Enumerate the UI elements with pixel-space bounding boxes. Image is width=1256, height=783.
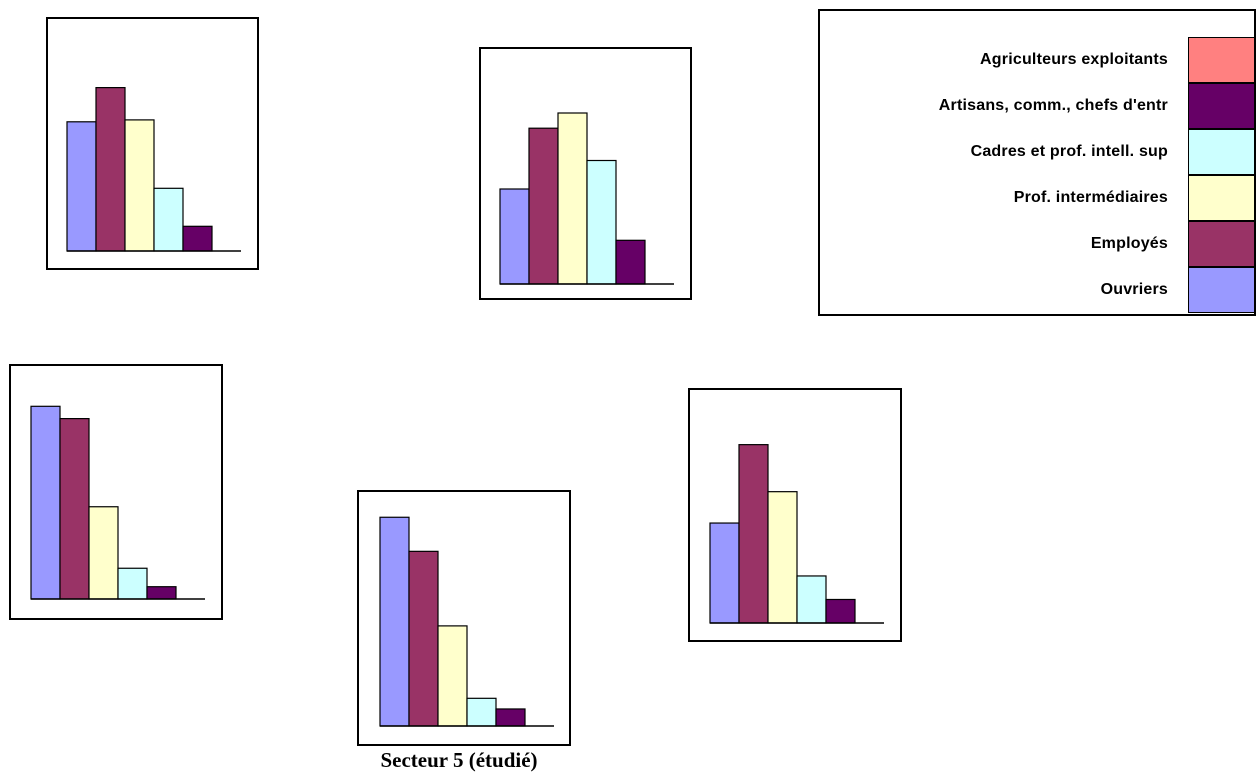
- bar-ouvriers: [499, 188, 530, 285]
- legend-item-prof-inter: Prof. intermédiaires: [820, 175, 1254, 221]
- legend-item-agriculteurs: Agriculteurs exploitants: [820, 37, 1254, 83]
- bar-artisans: [495, 708, 526, 727]
- bar-prof_inter: [88, 506, 119, 600]
- bar-prof_inter: [767, 491, 798, 624]
- legend-label: Cadres et prof. intell. sup: [970, 143, 1168, 160]
- chart-svg-1: [66, 86, 241, 252]
- chart-panel-4: [357, 490, 571, 746]
- legend-swatch: [1188, 221, 1254, 267]
- bar-ouvriers: [30, 405, 61, 600]
- bar-prof_inter: [557, 112, 588, 285]
- bar-cadres: [117, 567, 148, 600]
- legend-item-cadres: Cadres et prof. intell. sup: [820, 129, 1254, 175]
- bar-cadres: [586, 159, 617, 285]
- legend-swatch: [1188, 175, 1254, 221]
- chart-svg-2: [499, 112, 674, 285]
- bar-artisans: [146, 586, 177, 600]
- bar-prof_inter: [437, 625, 468, 727]
- chart-svg-4: [379, 516, 554, 727]
- legend-swatch: [1188, 37, 1254, 83]
- legend-item-ouvriers: Ouvriers: [820, 267, 1254, 313]
- legend-label: Agriculteurs exploitants: [980, 51, 1168, 68]
- bar-employes: [95, 86, 126, 252]
- legend-label: Prof. intermédiaires: [1013, 189, 1168, 206]
- bar-artisans: [182, 225, 213, 252]
- legend-item-employes: Employés: [820, 221, 1254, 267]
- bar-employes: [528, 127, 559, 285]
- bar-employes: [408, 550, 439, 727]
- bar-ouvriers: [709, 522, 740, 624]
- legend-item-artisans: Artisans, comm., chefs d'entr: [820, 83, 1254, 129]
- chart-caption: Secteur 5 (étudié): [380, 748, 538, 772]
- bar-cadres: [466, 697, 497, 727]
- legend-label: Employés: [1090, 235, 1168, 252]
- bar-employes: [738, 444, 769, 624]
- bar-prof_inter: [124, 119, 155, 252]
- legend-label: Ouvriers: [1100, 281, 1168, 298]
- bar-cadres: [796, 575, 827, 624]
- chart-panel-5: [688, 388, 902, 642]
- legend-label: Artisans, comm., chefs d'entr: [938, 97, 1168, 114]
- chart-svg-5: [709, 444, 884, 624]
- bar-cadres: [153, 187, 184, 252]
- chart-svg-3: [30, 405, 205, 600]
- chart-panel-3: [9, 364, 223, 620]
- bar-artisans: [615, 239, 646, 285]
- legend: Agriculteurs exploitants Artisans, comm.…: [818, 9, 1256, 316]
- legend-swatch: [1188, 129, 1254, 175]
- chart-panel-1: [46, 17, 259, 270]
- bar-ouvriers: [66, 121, 97, 252]
- bar-ouvriers: [379, 516, 410, 727]
- legend-swatch: [1188, 267, 1254, 313]
- chart-panel-2: [479, 47, 692, 300]
- legend-swatch: [1188, 83, 1254, 129]
- bar-employes: [59, 417, 90, 600]
- bar-artisans: [825, 598, 856, 624]
